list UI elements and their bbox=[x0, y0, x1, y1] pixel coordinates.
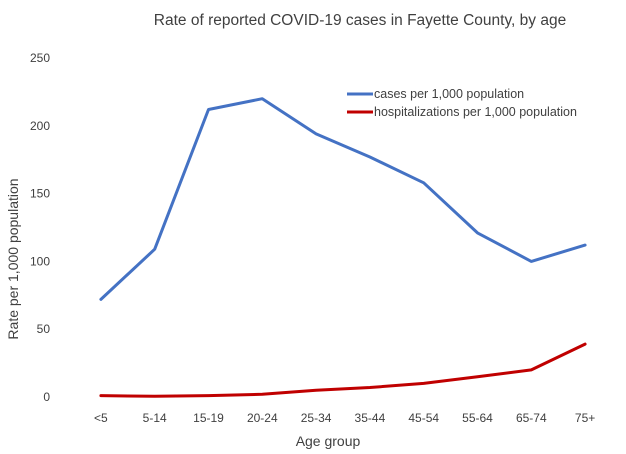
x-tick-label: 15-19 bbox=[193, 411, 224, 425]
y-tick-label: 0 bbox=[43, 390, 50, 404]
hospitalizations-series-line bbox=[99, 342, 587, 398]
legend-label: hospitalizations per 1,000 population bbox=[374, 105, 577, 119]
y-tick-label: 100 bbox=[30, 254, 50, 268]
x-tick-label: 75+ bbox=[575, 411, 595, 425]
x-axis-ticks: <5 5-14 15-19 20-24 25-34 35-44 45-54 55-64 65-7… bbox=[94, 411, 595, 425]
legend-label: cases per 1,000 population bbox=[374, 87, 524, 101]
x-tick-label: 45-54 bbox=[408, 411, 439, 425]
series-lines bbox=[99, 97, 587, 398]
x-tick-label: 55-64 bbox=[462, 411, 493, 425]
x-tick-label: 65-74 bbox=[516, 411, 547, 425]
x-tick-label: 35-44 bbox=[355, 411, 386, 425]
y-axis-label: Rate per 1,000 population bbox=[5, 178, 21, 339]
x-tick-label: <5 bbox=[94, 411, 108, 425]
x-axis-label: Age group bbox=[296, 433, 361, 449]
x-tick-label: 20-24 bbox=[247, 411, 278, 425]
x-tick-label: 25-34 bbox=[301, 411, 332, 425]
y-axis-ticks: 0 50 100 150 200 250 bbox=[30, 51, 50, 404]
x-tick-label: 5-14 bbox=[143, 411, 167, 425]
cases-series-line bbox=[99, 97, 587, 301]
y-tick-label: 200 bbox=[30, 119, 50, 133]
y-tick-label: 50 bbox=[37, 322, 51, 336]
y-tick-label: 150 bbox=[30, 187, 50, 201]
legend: cases per 1,000 population hospitalizatio… bbox=[347, 87, 577, 119]
chart-title: Rate of reported COVID-19 cases in Fayet… bbox=[154, 12, 566, 29]
y-tick-label: 250 bbox=[30, 51, 50, 65]
